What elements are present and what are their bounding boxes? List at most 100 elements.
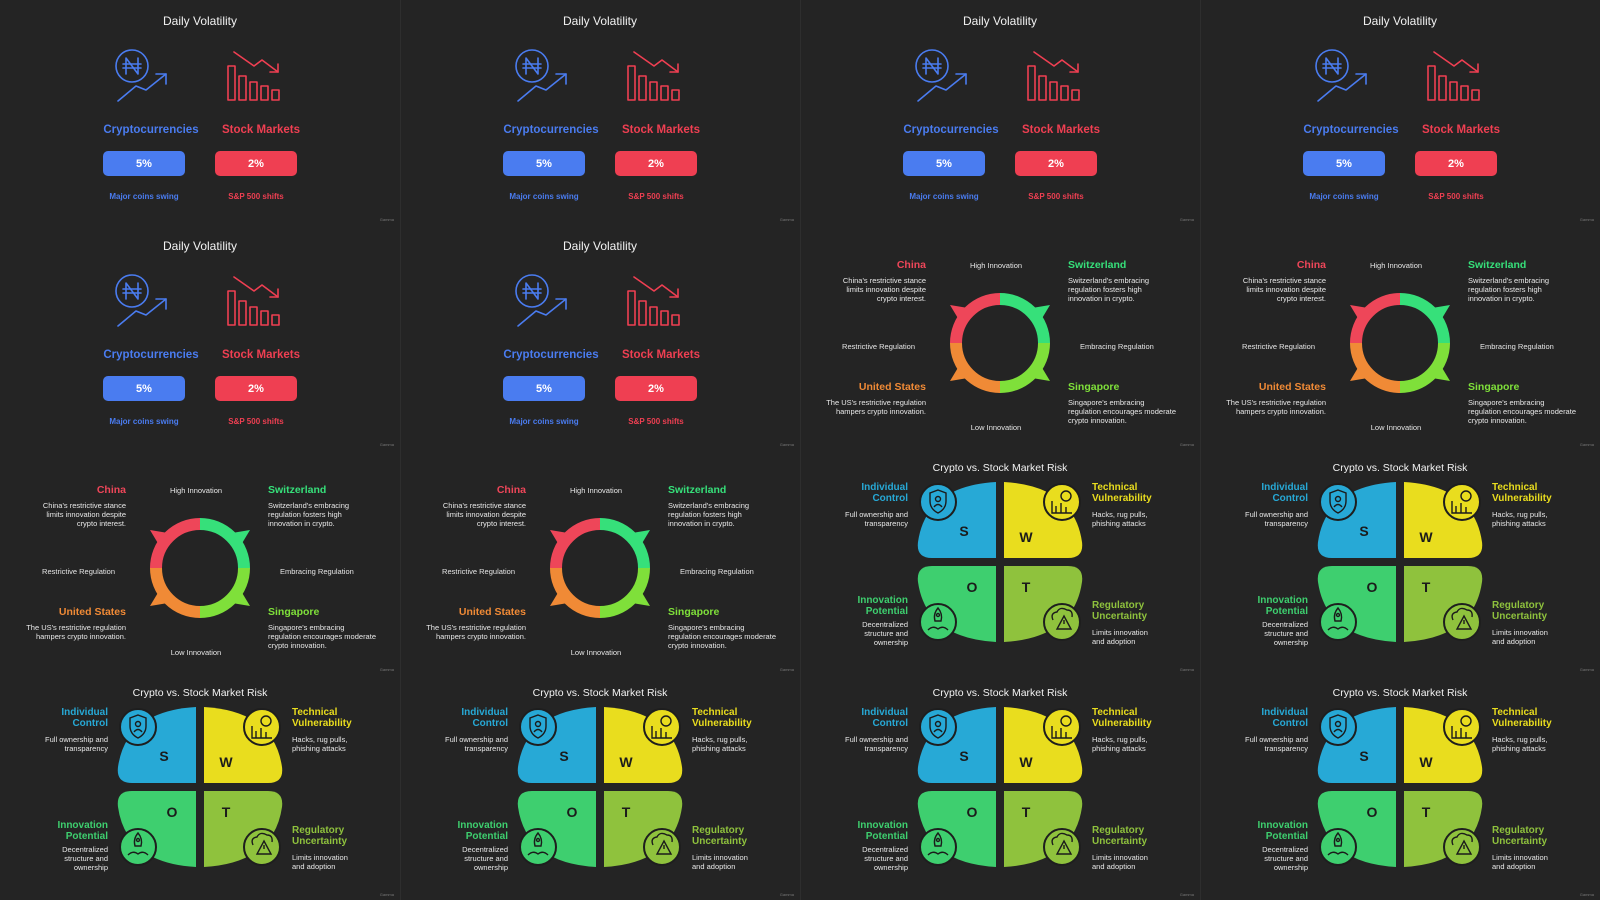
swot-slide[interactable]: Crypto vs. Stock Market Risk Individual … <box>400 675 800 900</box>
s-letter: S <box>1359 523 1368 539</box>
w-text: Hacks, rug pulls, phishing attacks <box>292 735 348 753</box>
o-head: Innovation Potential <box>457 820 508 842</box>
axis-bottom-label: Low Innovation <box>570 648 622 657</box>
t-head: Regulatory Uncertainty <box>292 825 348 847</box>
regulation-slide[interactable]: High Innovation Low Innovation Restricti… <box>400 450 800 675</box>
crypto-label: Cryptocurrencies <box>103 349 199 361</box>
rocket-hand-icon <box>1327 606 1349 631</box>
slide-title: Daily Volatility <box>162 239 238 253</box>
s-letter: S <box>159 748 168 764</box>
w-text: Hacks, rug pulls, phishing attacks <box>1092 735 1148 753</box>
singapore-arrow <box>626 586 650 606</box>
axis-right-label: Embracing Regulation <box>680 567 754 576</box>
singapore-arrow <box>1026 361 1050 381</box>
w-letter: W <box>1019 529 1033 545</box>
w-petal <box>1404 707 1483 783</box>
singapore-label: Singapore <box>268 606 320 618</box>
s-text: Full ownership and transparency <box>45 735 108 753</box>
stock-label: Stock Markets <box>222 124 300 136</box>
bar-chart-falling-icon <box>1427 51 1480 101</box>
t-text: Limits innovation and adoption <box>692 853 748 871</box>
t-head: Regulatory Uncertainty <box>1092 825 1148 847</box>
swot-slide[interactable]: Crypto vs. Stock Market Risk Individual … <box>800 675 1200 900</box>
shield-person-icon <box>529 714 547 739</box>
s-petal <box>517 707 596 783</box>
w-petal <box>1004 707 1083 783</box>
rocket-hand-icon <box>127 831 149 856</box>
stock-caption: S&P 500 shifts <box>1428 192 1484 201</box>
regulation-cycle-diagram <box>1350 293 1450 393</box>
singapore-arrow <box>1426 361 1450 381</box>
t-petal <box>1404 566 1483 642</box>
crypto-volatility-value: 5% <box>1303 151 1385 176</box>
axis-top-label: High Innovation <box>969 261 1023 270</box>
swot-slide[interactable]: Crypto vs. Stock Market Risk Individual … <box>1200 450 1600 675</box>
stock-label: Stock Markets <box>1422 124 1500 136</box>
china-arrow <box>550 530 574 550</box>
t-head: Regulatory Uncertainty <box>1492 600 1548 622</box>
t-letter: T <box>1022 804 1031 820</box>
shield-person-icon <box>1329 489 1347 514</box>
regulation-slide[interactable]: High Innovation Low Innovation Restricti… <box>1200 225 1600 450</box>
volatility-slide[interactable]: Daily Volatility Cryptocurrencies Stock … <box>0 225 400 450</box>
slide-title: Crypto vs. Stock Market Risk <box>132 687 268 699</box>
axis-top-label: High Innovation <box>569 486 623 495</box>
o-letter: O <box>1367 579 1378 595</box>
naira-coin-rising-icon <box>1315 49 1367 102</box>
volatility-slide[interactable]: Daily Volatility Cryptocurrencies Stock … <box>0 0 400 225</box>
rocket-hand-icon <box>927 831 949 856</box>
volatility-slide[interactable]: Daily Volatility Cryptocurrencies Stock … <box>400 0 800 225</box>
w-head: Technical Vulnerability <box>1092 707 1152 729</box>
o-head: Innovation Potential <box>1257 595 1308 617</box>
gamma-watermark: Gamma <box>779 442 794 447</box>
bar-chart-falling-icon <box>627 51 680 101</box>
switzerland-arrow <box>1026 305 1050 325</box>
crypto-caption: Major coins swing <box>109 417 179 426</box>
skull-chart-icon <box>1051 715 1072 739</box>
o-petal <box>917 566 996 642</box>
cloud-warning-icon <box>651 832 673 855</box>
axis-right-label: Embracing Regulation <box>280 567 354 576</box>
china-label: China <box>96 484 126 496</box>
united-states-label: United States <box>458 606 526 618</box>
regulation-slide[interactable]: High Innovation Low Innovation Restricti… <box>800 225 1200 450</box>
stock-caption: S&P 500 shifts <box>628 192 684 201</box>
t-head: Regulatory Uncertainty <box>1092 600 1148 622</box>
crypto-volatility-value: 5% <box>503 376 585 401</box>
s-head: Individual Control <box>861 707 908 729</box>
bar-chart-falling-icon <box>1027 51 1080 101</box>
naira-coin-rising-icon <box>115 49 167 102</box>
stock-caption: S&P 500 shifts <box>1028 192 1084 201</box>
skull-chart-icon <box>1051 490 1072 514</box>
regulation-cycle-diagram <box>150 518 250 618</box>
gamma-watermark: Gamma <box>1179 217 1194 222</box>
t-text: Limits innovation and adoption <box>1092 628 1148 646</box>
w-text: Hacks, rug pulls, phishing attacks <box>1492 735 1548 753</box>
volatility-slide[interactable]: Daily Volatility Cryptocurrencies Stock … <box>400 225 800 450</box>
o-letter: O <box>967 804 978 820</box>
volatility-slide[interactable]: Daily Volatility Cryptocurrencies Stock … <box>1200 0 1600 225</box>
cloud-warning-icon <box>251 832 273 855</box>
skull-chart-icon <box>251 715 272 739</box>
bar-chart-falling-icon <box>227 276 280 326</box>
w-text: Hacks, rug pulls, phishing attacks <box>692 735 748 753</box>
s-letter: S <box>959 748 968 764</box>
swot-slide[interactable]: Crypto vs. Stock Market Risk Individual … <box>1200 675 1600 900</box>
w-head: Technical Vulnerability <box>1092 482 1152 504</box>
crypto-label: Cryptocurrencies <box>903 124 999 136</box>
swot-slide[interactable]: Crypto vs. Stock Market Risk Individual … <box>0 675 400 900</box>
o-petal <box>517 791 596 867</box>
s-head: Individual Control <box>861 482 908 504</box>
s-text: Full ownership and transparency <box>1245 735 1308 753</box>
w-letter: W <box>219 754 233 770</box>
t-text: Limits innovation and adoption <box>292 853 348 871</box>
volatility-slide[interactable]: Daily Volatility Cryptocurrencies Stock … <box>800 0 1200 225</box>
t-head: Regulatory Uncertainty <box>692 825 748 847</box>
swot-diagram: S W O T <box>917 482 1083 642</box>
regulation-slide[interactable]: High Innovation Low Innovation Restricti… <box>0 450 400 675</box>
switzerland-text: Switzerland's embracing regulation foste… <box>1468 276 1550 303</box>
t-petal <box>1404 791 1483 867</box>
shield-person-icon <box>129 714 147 739</box>
s-text: Full ownership and transparency <box>845 735 908 753</box>
swot-slide[interactable]: Crypto vs. Stock Market Risk Individual … <box>800 450 1200 675</box>
